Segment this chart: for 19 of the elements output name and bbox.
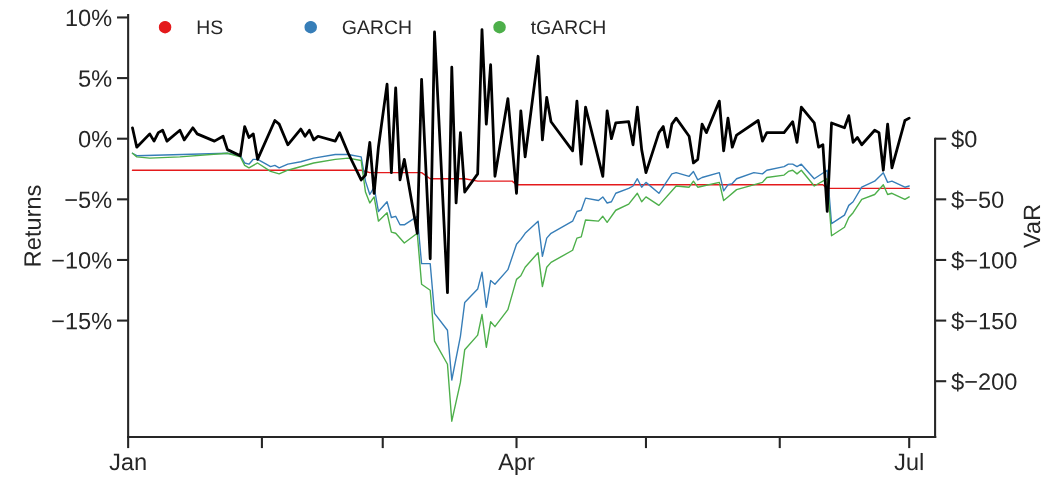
y-tick-label: 5% [78,70,112,87]
y-tick-label: −15% [52,312,112,330]
legend-label: GARCH [342,20,411,35]
y-tick-label: 0% [78,130,112,148]
x-tick-label: Jul [894,452,923,471]
x-tick-label: Apr [498,453,535,475]
y2-tick-label: $−100 [951,251,1017,271]
y-axis-title: Returns [24,185,41,266]
x-tick-label: Jan [109,453,146,471]
y-tick-label: 10% [66,9,112,27]
y2-axis-title: VaR [1023,205,1041,248]
y2-tick-label: $−200 [951,372,1017,392]
y2-tick-label: $0 [951,129,977,149]
y2-tick-label: $−150 [951,311,1017,331]
y-tick-label: −5% [65,191,112,209]
y2-tick-label: $−50 [951,190,1004,210]
y-tick-label: −10% [52,252,112,269]
legend-label: HS [197,20,223,35]
legend-label: tGARCH [530,20,605,35]
